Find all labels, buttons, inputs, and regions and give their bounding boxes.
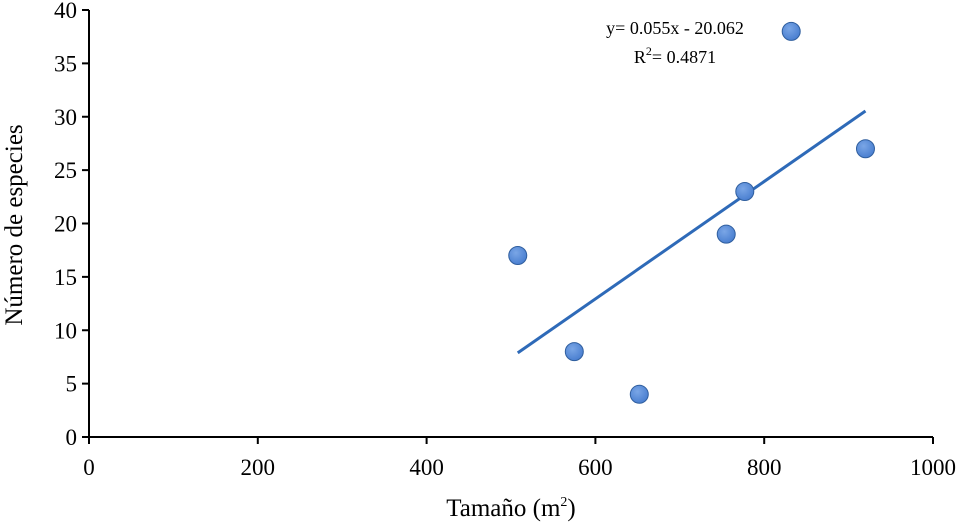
y-tick-label: 30 (54, 105, 77, 130)
data-point (716, 224, 736, 244)
y-tick-label: 35 (54, 51, 77, 76)
data-point (564, 342, 584, 362)
r-squared-value: = 0.4871 (652, 47, 716, 67)
data-point (781, 21, 801, 41)
axes (88, 10, 933, 438)
x-tick-label: 1000 (910, 455, 956, 480)
y-tick-label: 20 (54, 212, 77, 237)
y-tick-label: 0 (66, 425, 78, 450)
data-point (508, 246, 528, 266)
x-axis-title: Tamaño (m2) (446, 495, 576, 522)
r-squared-sup: 2 (646, 44, 652, 58)
y-tick-label: 25 (54, 158, 77, 183)
trendline-equation: y= 0.055x - 20.062 (606, 18, 744, 38)
y-tick-label: 40 (54, 0, 77, 23)
y-axis-title: Número de especies (1, 124, 28, 325)
y-ticks: 0 5 10 15 20 25 30 35 40 (54, 0, 89, 450)
x-tick-label: 0 (83, 455, 95, 480)
x-ticks: 0 200 400 600 800 1000 (83, 437, 956, 480)
x-axis-title-sup: 2 (560, 495, 567, 510)
data-point (855, 139, 875, 159)
x-tick-label: 400 (409, 455, 444, 480)
x-axis-title-close: ) (567, 495, 575, 522)
data-points (508, 21, 875, 404)
y-tick-label: 10 (54, 318, 77, 343)
data-point (629, 384, 649, 404)
r-squared-label: R2= 0.4871 (634, 44, 716, 67)
y-tick-label: 5 (66, 372, 78, 397)
y-tick-label: 15 (54, 265, 77, 290)
x-tick-label: 600 (578, 455, 613, 480)
r-squared-prefix: R (634, 47, 646, 67)
x-tick-label: 200 (241, 455, 276, 480)
x-tick-label: 800 (747, 455, 782, 480)
trendline (516, 109, 867, 355)
trendline-group (516, 109, 867, 355)
x-axis-title-text: Tamaño (m (446, 495, 561, 522)
data-point (735, 181, 755, 201)
